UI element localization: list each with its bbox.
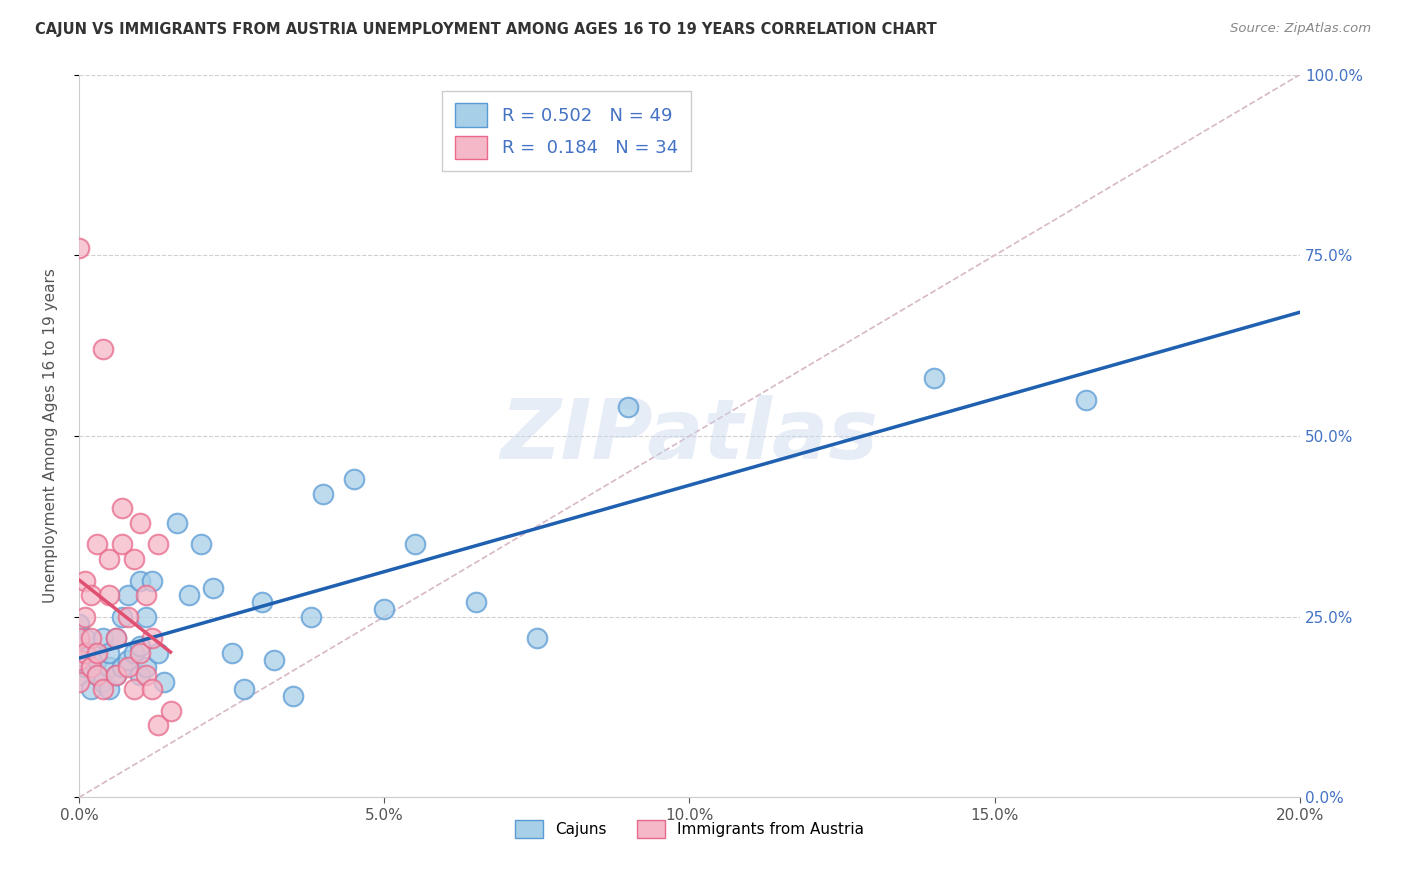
Point (141, 574, 163, 588)
Point (190, 537, 212, 551)
Point (122, 681, 145, 696)
Point (922, 371, 945, 385)
Point (250, 595, 273, 609)
Point (373, 602, 395, 616)
Point (122, 552, 145, 566)
Point (80, 646, 103, 660)
Point (148, 646, 170, 660)
Point (104, 667, 127, 681)
Point (177, 588, 200, 602)
Point (141, 632, 163, 646)
Text: Source: ZipAtlas.com: Source: ZipAtlas.com (1230, 22, 1371, 36)
Point (135, 609, 157, 624)
Point (67, 616, 90, 631)
Point (80, 588, 103, 602)
Point (221, 646, 243, 660)
Point (202, 581, 225, 595)
Point (148, 537, 170, 551)
Point (104, 632, 127, 646)
Text: CAJUN VS IMMIGRANTS FROM AUSTRIA UNEMPLOYMENT AMONG AGES 16 TO 19 YEARS CORRELAT: CAJUN VS IMMIGRANTS FROM AUSTRIA UNEMPLO… (35, 22, 936, 37)
Point (80, 632, 103, 646)
Point (98, 552, 121, 566)
Point (153, 674, 176, 689)
Point (129, 639, 152, 653)
Point (159, 704, 181, 718)
Point (73, 574, 96, 588)
Point (281, 690, 304, 704)
Point (104, 632, 127, 646)
Point (312, 487, 335, 501)
Point (232, 681, 254, 696)
Point (141, 681, 163, 696)
Point (117, 609, 139, 624)
Point (93, 632, 115, 646)
Point (67, 653, 90, 667)
Point (67, 639, 90, 653)
Point (129, 574, 152, 588)
Point (111, 537, 134, 551)
Point (111, 501, 134, 516)
Point (67, 241, 90, 255)
Point (148, 718, 170, 732)
Point (117, 588, 139, 602)
Point (129, 516, 152, 530)
Point (111, 660, 134, 674)
Point (73, 646, 96, 660)
Point (93, 674, 115, 689)
Point (73, 646, 96, 660)
Point (98, 660, 121, 674)
Point (86, 653, 108, 667)
Point (404, 537, 426, 551)
Text: ZIPatlas: ZIPatlas (501, 395, 879, 476)
Point (299, 609, 322, 624)
Point (67, 667, 90, 681)
Point (343, 472, 366, 486)
Point (263, 653, 285, 667)
Y-axis label: Unemployment Among Ages 16 to 19 years: Unemployment Among Ages 16 to 19 years (44, 268, 58, 603)
Point (617, 400, 640, 414)
Point (67, 674, 90, 689)
Point (135, 667, 157, 681)
Point (464, 595, 486, 609)
Point (73, 609, 96, 624)
Point (166, 516, 188, 530)
Point (73, 632, 96, 646)
Point (86, 667, 108, 681)
Point (98, 681, 121, 696)
Point (129, 646, 152, 660)
Point (1076, 392, 1098, 407)
Point (67, 632, 90, 646)
Legend: Cajuns, Immigrants from Austria: Cajuns, Immigrants from Austria (509, 814, 870, 844)
Point (526, 632, 548, 646)
Point (117, 653, 139, 667)
Point (135, 660, 157, 674)
Point (111, 609, 134, 624)
Point (86, 646, 108, 660)
Point (135, 588, 157, 602)
Point (93, 681, 115, 696)
Point (117, 660, 139, 674)
Point (129, 667, 152, 681)
Point (80, 660, 103, 674)
Point (98, 646, 121, 660)
Point (104, 667, 127, 681)
Point (122, 646, 145, 660)
Point (86, 537, 108, 551)
Point (73, 660, 96, 674)
Point (93, 343, 115, 357)
Point (86, 667, 108, 681)
Point (98, 588, 121, 602)
Point (80, 681, 103, 696)
